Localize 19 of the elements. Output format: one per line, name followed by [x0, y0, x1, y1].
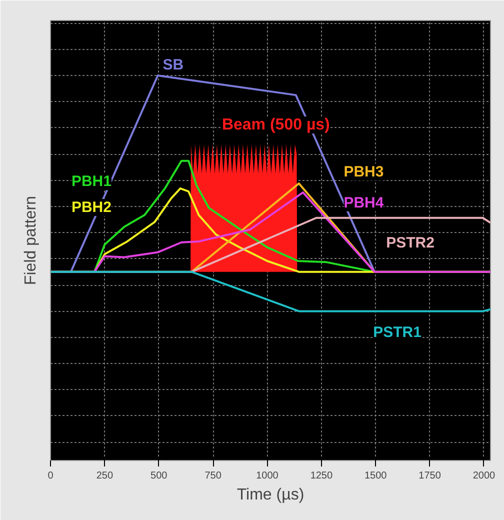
x-tick-label: 750	[204, 470, 222, 482]
x-tick-label: 1500	[364, 470, 388, 482]
x-tick-label: 0	[48, 470, 54, 482]
series-label: PSTR2	[386, 234, 434, 252]
x-tick-label: 500	[150, 470, 168, 482]
series-label: PBH4	[344, 194, 384, 212]
series-label: PSTR1	[373, 324, 422, 341]
x-tick-label: 1000	[256, 470, 279, 482]
x-tick-label: 2000	[472, 470, 496, 482]
x-tick-label: 250	[96, 470, 114, 482]
y-axis-title: Field pattern	[22, 196, 40, 285]
series-label: PBH2	[71, 199, 112, 216]
x-tick-label: 1750	[418, 470, 442, 482]
text: PBH3	[344, 164, 384, 181]
series-label: Beam (500 µs)	[222, 116, 330, 134]
series-label: SB	[162, 56, 184, 74]
x-axis-title: Time (µs)	[236, 486, 304, 504]
text: PBH1	[71, 173, 112, 190]
x-tick-label: 1250	[310, 470, 333, 482]
